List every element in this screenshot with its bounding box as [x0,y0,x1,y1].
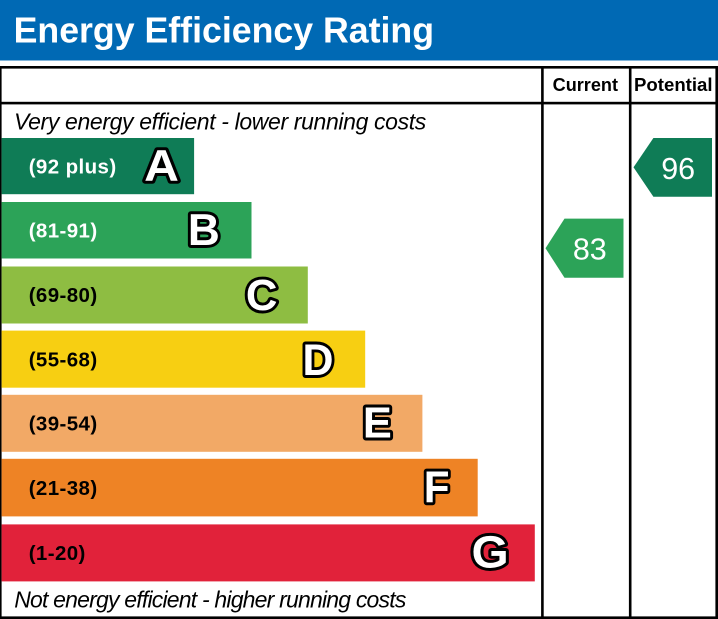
svg-text:(92 plus): (92 plus) [29,155,117,178]
svg-text:Very energy efficient - lower: Very energy efficient - lower running co… [14,108,427,134]
svg-text:E: E [363,399,392,447]
svg-text:D: D [303,336,334,385]
svg-text:B: B [188,206,220,255]
svg-text:(69-80): (69-80) [29,284,98,307]
svg-text:C: C [246,271,278,320]
svg-text:96: 96 [661,152,695,186]
svg-text:(55-68): (55-68) [29,348,98,371]
svg-text:(39-54): (39-54) [29,413,98,436]
svg-text:Energy Efficiency Rating: Energy Efficiency Rating [14,11,434,51]
svg-text:(81-91): (81-91) [29,220,98,243]
svg-text:F: F [424,464,450,513]
svg-text:83: 83 [573,232,607,266]
svg-text:(21-38): (21-38) [29,477,98,500]
svg-text:(1-20): (1-20) [29,542,86,565]
svg-text:G: G [471,527,508,578]
svg-text:Current: Current [553,75,618,95]
svg-text:Not energy efficient - higher: Not energy efficient - higher running co… [14,586,407,612]
svg-text:A: A [144,141,179,191]
svg-text:Potential: Potential [634,74,713,95]
